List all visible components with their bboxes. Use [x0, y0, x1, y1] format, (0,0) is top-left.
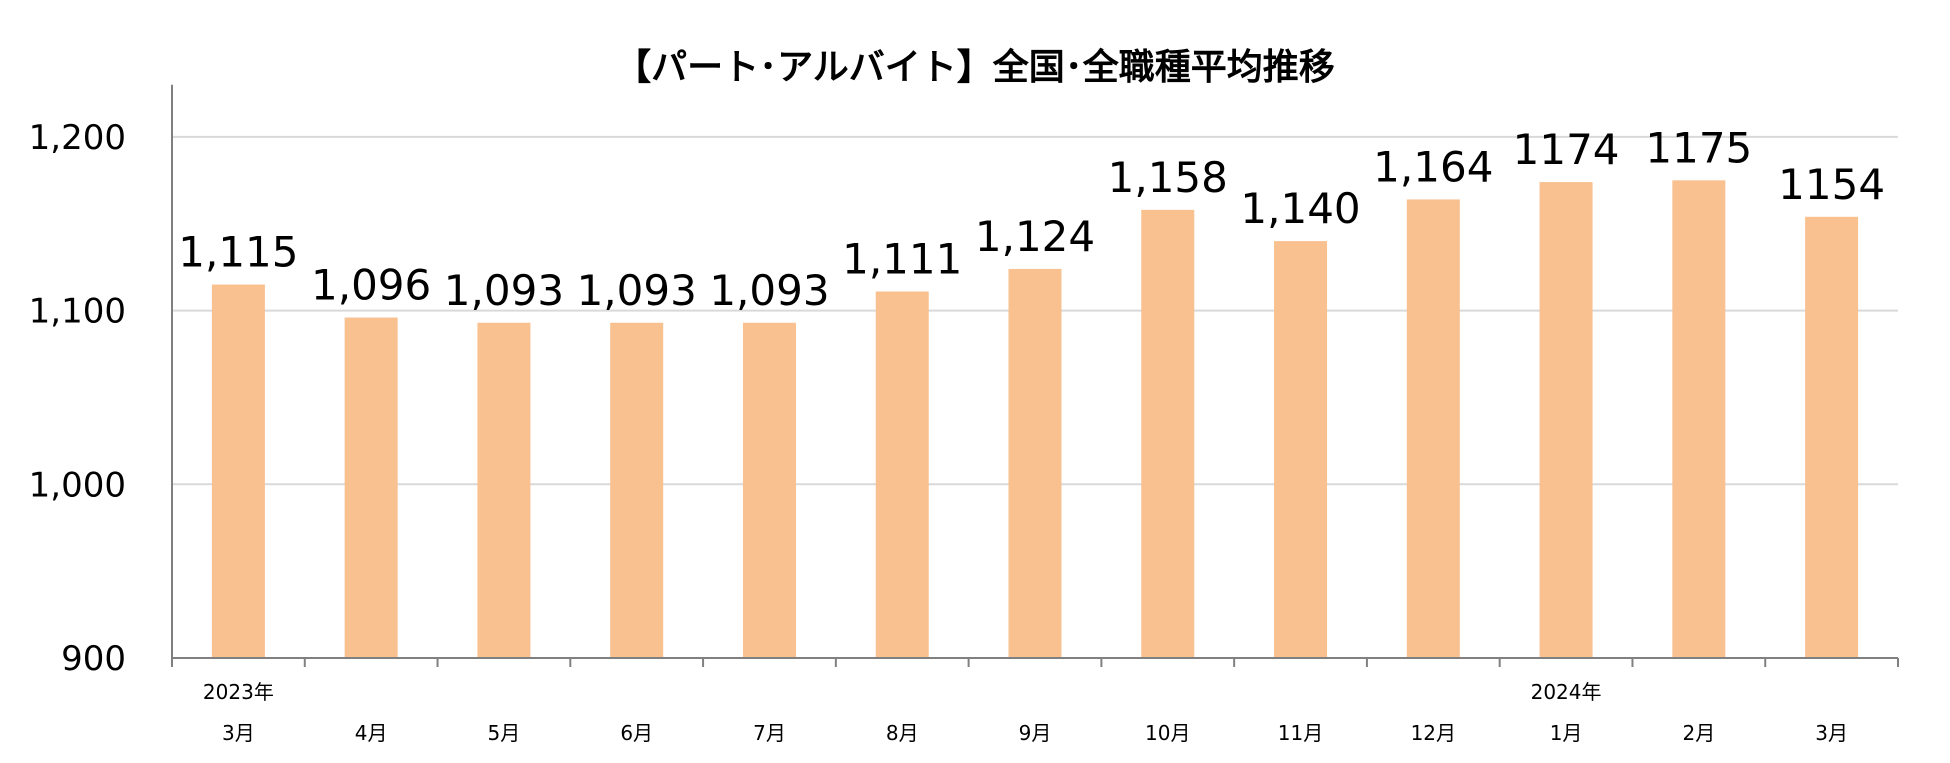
x-tick-label: 2月 — [1682, 721, 1715, 745]
y-tick-label: 1,200 — [29, 118, 126, 158]
bar — [1141, 209, 1195, 658]
data-label: 1,158 — [1108, 153, 1228, 202]
bars — [211, 180, 1859, 658]
data-label: 1,111 — [842, 234, 962, 283]
bar — [875, 291, 929, 658]
axes — [171, 84, 1899, 667]
data-label: 1,093 — [577, 266, 697, 315]
x-tick-label: 7月 — [753, 721, 786, 745]
x-tick-label: 1月 — [1550, 721, 1583, 745]
x-year-label: 2023年 — [203, 680, 274, 704]
data-label: 1,096 — [311, 261, 431, 310]
bar — [1805, 216, 1859, 658]
data-label: 1,115 — [178, 228, 298, 277]
x-tick-label: 5月 — [488, 721, 521, 745]
bar — [1274, 241, 1328, 658]
x-tick-label: 3月 — [1815, 721, 1848, 745]
data-label: 1,164 — [1373, 142, 1493, 191]
y-tick-label: 1,100 — [29, 292, 126, 332]
y-tick-label: 1,000 — [29, 465, 126, 505]
data-label: 1174 — [1513, 125, 1620, 174]
x-tick-label: 8月 — [886, 721, 919, 745]
data-label: 1,124 — [975, 212, 1095, 261]
bar — [1539, 182, 1593, 658]
bar — [1672, 180, 1726, 658]
y-tick-label: 900 — [61, 639, 126, 679]
data-label: 1,093 — [709, 266, 829, 315]
x-year-label: 2024年 — [1531, 680, 1602, 704]
bar — [610, 322, 664, 658]
x-tick-label: 11月 — [1278, 721, 1323, 745]
x-tick-label: 10月 — [1145, 721, 1190, 745]
x-tick-label: 12月 — [1411, 721, 1456, 745]
x-tick-label: 4月 — [355, 721, 388, 745]
bar — [1406, 199, 1460, 658]
data-label: 1154 — [1778, 160, 1885, 209]
data-label: 1175 — [1645, 123, 1752, 172]
bar — [477, 322, 531, 658]
chart-title: 【パート･アルバイト】全国･全職種平均推移 — [615, 47, 1335, 88]
bar — [1008, 268, 1062, 658]
x-tick-label: 3月 — [222, 721, 255, 745]
bar — [344, 317, 398, 658]
x-tick-label: 9月 — [1019, 721, 1052, 745]
bar — [742, 322, 796, 658]
data-label: 1,093 — [444, 266, 564, 315]
x-tick-label: 6月 — [620, 721, 653, 745]
data-label: 1,140 — [1240, 184, 1360, 233]
bar — [211, 284, 265, 658]
